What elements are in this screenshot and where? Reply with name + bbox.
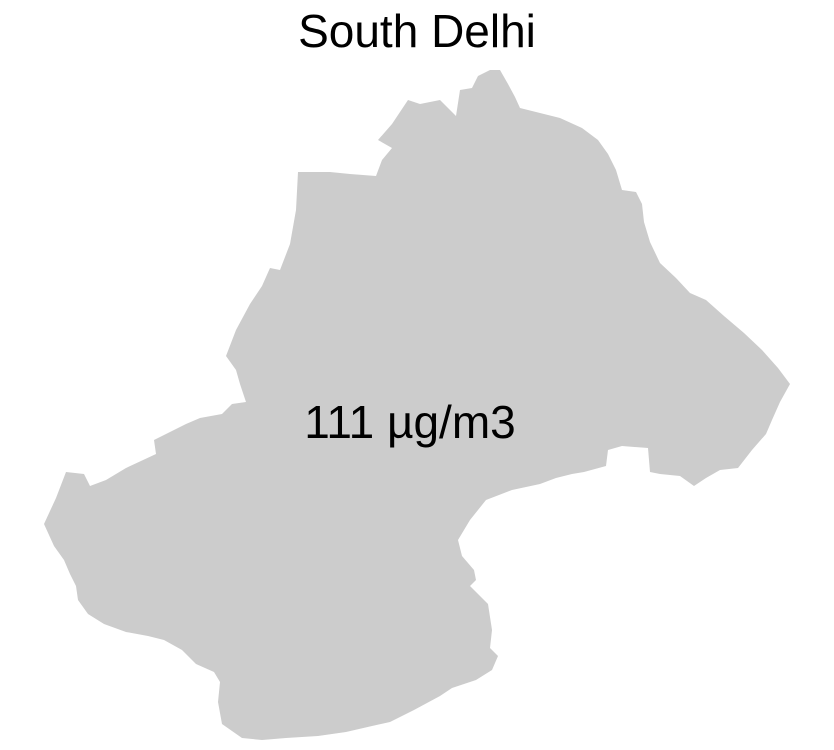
- south-delhi-region-shape: [44, 70, 790, 740]
- region-value-label: 111 µg/m3: [304, 396, 515, 448]
- map-title: South Delhi: [298, 5, 536, 57]
